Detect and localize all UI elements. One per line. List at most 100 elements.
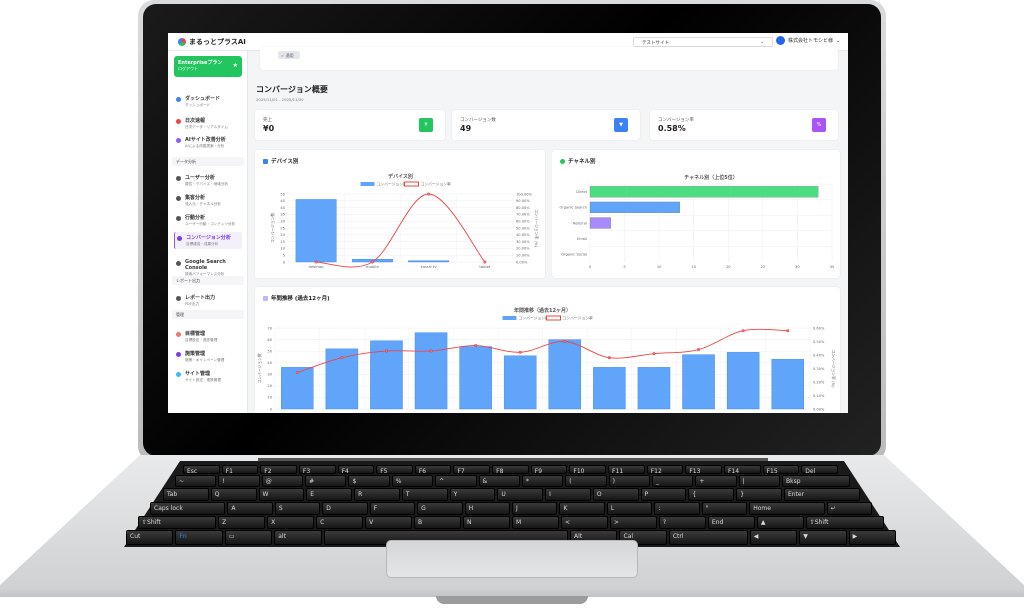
key[interactable]: >: [609, 516, 657, 529]
key[interactable]: I: [545, 488, 591, 501]
key[interactable]: F1: [221, 465, 259, 474]
key[interactable]: ↵: [826, 502, 873, 515]
key[interactable]: +: [695, 475, 737, 487]
key[interactable]: F2: [260, 465, 297, 474]
key[interactable]: ▼: [799, 530, 847, 545]
key[interactable]: Q: [210, 488, 257, 501]
key[interactable]: Esc: [183, 465, 220, 474]
key[interactable]: D: [322, 502, 368, 515]
key[interactable]: C: [316, 516, 364, 529]
key[interactable]: ▲: [756, 516, 804, 529]
key[interactable]: O: [592, 488, 639, 501]
key[interactable]: F14: [723, 465, 761, 474]
key[interactable]: F10: [569, 465, 607, 474]
sidebar-item[interactable]: Google Search Console 検索パフォーマンス分析: [174, 257, 242, 279]
key[interactable]: T: [401, 488, 448, 501]
key[interactable]: Enter: [783, 488, 860, 501]
key[interactable]: <: [560, 516, 608, 529]
key[interactable]: #: [305, 475, 347, 487]
apply-button[interactable]: ✓ 適用: [278, 51, 300, 59]
key[interactable]: K: [559, 502, 605, 515]
key[interactable]: S: [274, 502, 321, 515]
key[interactable]: {: [688, 488, 735, 501]
key[interactable]: P: [640, 488, 687, 501]
key[interactable]: F9: [530, 465, 568, 474]
key[interactable]: F4: [337, 465, 375, 474]
key[interactable]: B: [414, 516, 461, 529]
key[interactable]: H: [464, 502, 511, 515]
key[interactable]: *: [521, 475, 564, 487]
key[interactable]: &: [478, 475, 520, 487]
key[interactable]: ▶: [848, 530, 896, 545]
sidebar-item[interactable]: コンバージョン分析 目標達成・成果分析: [174, 232, 242, 249]
sidebar-item[interactable]: 日次速報 日次データ・リアルタイム: [174, 115, 242, 132]
key[interactable]: F7: [453, 465, 491, 474]
key[interactable]: !: [218, 475, 260, 487]
key[interactable]: V: [365, 516, 413, 529]
key[interactable]: F13: [685, 465, 722, 474]
key[interactable]: End: [707, 516, 755, 529]
key[interactable]: F6: [414, 465, 452, 474]
key[interactable]: :: [654, 502, 700, 515]
key[interactable]: ): [608, 475, 650, 487]
key[interactable]: |: [738, 475, 781, 487]
sidebar-item[interactable]: ユーザー分析 属性・デバイス・地域分析: [174, 172, 242, 189]
sidebar-item[interactable]: ダッシュボード ダッシュボード: [174, 93, 242, 110]
key[interactable]: U: [497, 488, 544, 501]
sidebar-item[interactable]: サイト管理 サイト設定・連携管理: [174, 368, 242, 385]
key[interactable]: F: [369, 502, 416, 515]
sidebar-item[interactable]: AIサイト改善分析 AIによる改善提案・分析: [174, 134, 242, 151]
key[interactable]: (: [565, 475, 607, 487]
key[interactable]: %: [391, 475, 434, 487]
key[interactable]: Z: [218, 516, 266, 529]
key[interactable]: N: [463, 516, 510, 529]
sidebar-item[interactable]: 目標管理 目標設定・進捗管理: [174, 328, 242, 345]
key[interactable]: Bksp: [782, 475, 851, 487]
key[interactable]: ^: [435, 475, 477, 487]
sidebar-item[interactable]: 施策管理 施策・キャンペーン管理: [174, 348, 242, 365]
key[interactable]: ?: [658, 516, 706, 529]
key[interactable]: E: [306, 488, 353, 501]
key[interactable]: ~: [175, 475, 217, 487]
key[interactable]: ▭: [224, 530, 273, 545]
touchpad[interactable]: [386, 540, 638, 578]
key[interactable]: }: [736, 488, 782, 501]
key[interactable]: Fn: [175, 530, 223, 545]
key[interactable]: F3: [298, 465, 336, 474]
user-menu[interactable]: 株式会社トモシビ様 ⌄: [776, 36, 840, 45]
key[interactable]: W: [258, 488, 305, 501]
site-select[interactable]: テストサイト ⌄: [633, 37, 773, 47]
sidebar-item[interactable]: 行動分析 ユーザー行動・コンテンツ分析: [174, 212, 242, 229]
key[interactable]: $: [348, 475, 390, 487]
key[interactable]: X: [267, 516, 315, 529]
plan-card[interactable]: Enterpriseプラン ログアウト ★: [174, 56, 242, 77]
key[interactable]: G: [417, 502, 463, 515]
key[interactable]: _: [651, 475, 694, 487]
key[interactable]: F5: [376, 465, 413, 474]
key[interactable]: M: [511, 516, 559, 529]
key[interactable]: Cut: [126, 530, 174, 545]
key[interactable]: F15: [762, 465, 800, 474]
key[interactable]: ⇧Shift: [138, 516, 217, 529]
key[interactable]: F11: [608, 465, 645, 474]
key[interactable]: J: [512, 502, 558, 515]
key[interactable]: @: [261, 475, 304, 487]
key[interactable]: Ctrl: [668, 530, 748, 545]
sidebar-item[interactable]: 集客分析 流入元・チャネル分析: [174, 192, 242, 209]
key[interactable]: ": [701, 502, 748, 515]
key[interactable]: L: [606, 502, 653, 515]
key[interactable]: Del: [801, 465, 838, 474]
key[interactable]: Y: [449, 488, 496, 501]
key[interactable]: R: [354, 488, 400, 501]
key[interactable]: Tab: [163, 488, 209, 501]
key[interactable]: A: [227, 502, 273, 515]
key[interactable]: ◀: [749, 530, 798, 545]
key[interactable]: Caps lock: [150, 502, 226, 515]
app-logo[interactable]: まるっとプラスAI: [178, 37, 246, 47]
key[interactable]: Home: [749, 502, 825, 515]
key[interactable]: ⇧Shift: [805, 516, 884, 529]
key[interactable]: F12: [646, 465, 684, 474]
sidebar-item[interactable]: レポート出力 PDF出力: [174, 292, 242, 309]
key[interactable]: alt: [274, 530, 322, 545]
key[interactable]: F8: [492, 465, 529, 474]
